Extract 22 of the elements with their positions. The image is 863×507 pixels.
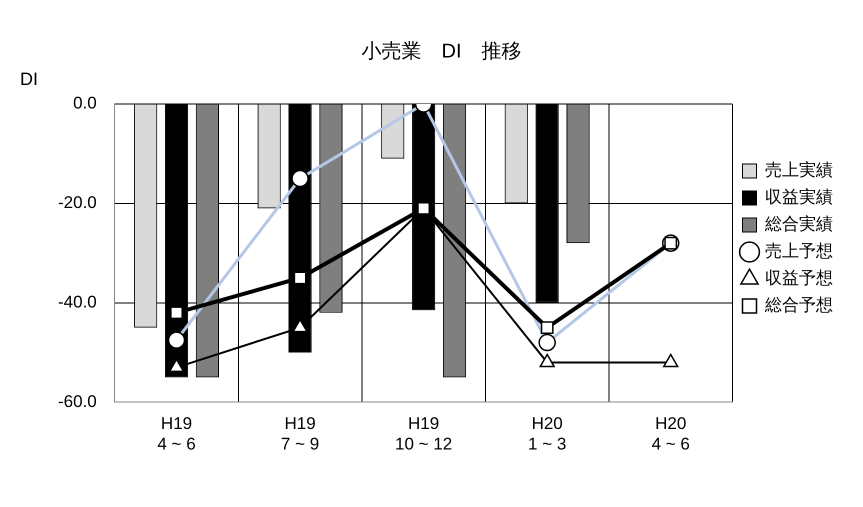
x-tick-label: H20 1 ~ 3 [528, 414, 566, 454]
y-tick-label: 0.0 [73, 94, 97, 113]
legend-label: 売上実績 [765, 160, 833, 180]
y-tick-label: -40.0 [58, 292, 97, 312]
legend-label: 収益実績 [765, 188, 833, 207]
chart-title: 小売業 DI 推移 [362, 40, 522, 63]
point [539, 354, 555, 368]
x-tick-label: H19 4 ~ 6 [157, 414, 196, 454]
legend-label: 総合実績 [764, 214, 833, 234]
point [540, 321, 554, 334]
x-tick-label: H20 4 ~ 6 [652, 414, 690, 454]
y-tick-label: -20.0 [58, 193, 97, 212]
x-tick-label: H19 7 ~ 9 [280, 414, 320, 454]
point [294, 272, 306, 284]
point [170, 306, 183, 320]
legend-label: 売上予想 [765, 242, 833, 261]
legend-label: 総合予想 [764, 296, 833, 315]
point [663, 354, 678, 368]
y-tick-label: -60.0 [58, 392, 97, 411]
y-axis-title: DI [20, 68, 38, 89]
x-tick-label: H19 10 ~ 12 [395, 414, 452, 454]
legend-label: 収益予想 [765, 268, 833, 288]
